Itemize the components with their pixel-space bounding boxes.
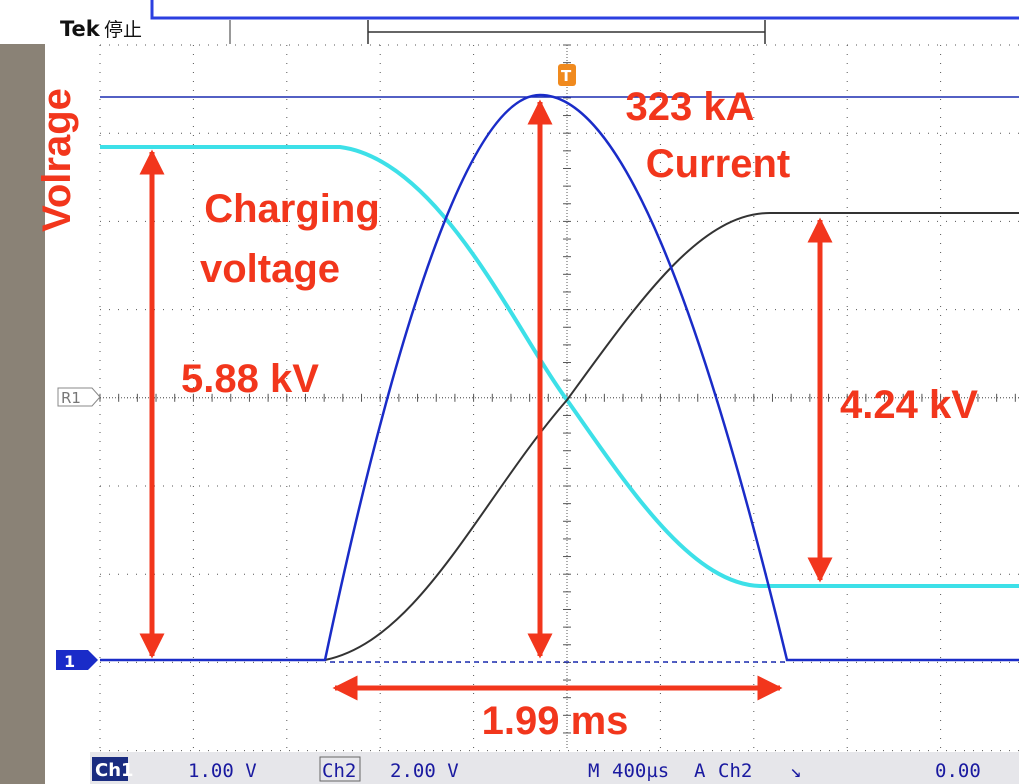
ch2-scale: 2.00 V (390, 760, 459, 782)
status: 停止 (104, 19, 142, 41)
axis-label: Volrage (35, 88, 79, 232)
ref-label: R1 (61, 389, 81, 407)
charging-value: 5.88 kV (181, 357, 319, 401)
residual-value: 4.24 kV (840, 383, 978, 427)
trigger-source: Ch2 (718, 760, 752, 782)
trigger-slope: ↘ (790, 760, 801, 782)
ch-label: 1 (64, 652, 75, 671)
ch1: Ch1 (95, 760, 134, 781)
brand: Tek (60, 17, 101, 41)
trigger-label: T (561, 67, 572, 85)
trigger-level: 0.00 (935, 760, 981, 782)
charging-label: voltage (200, 247, 340, 291)
ch1-scale: 1.00 V (188, 760, 257, 782)
duration: 1.99 ms (482, 699, 629, 743)
trigger-mode: A (694, 760, 706, 782)
current-label: Current (646, 142, 790, 186)
timebase-label: M (588, 760, 599, 782)
ch2: Ch2 (322, 760, 356, 782)
oscilloscope-screenshot: Tek 停止 R1 1 T Volrage Charging voltage 5… (0, 0, 1019, 784)
current-value: 323 kA (626, 85, 755, 129)
charging-label: Charging (204, 187, 380, 231)
caption-box (152, 0, 1019, 18)
timebase: 400µs (612, 760, 669, 782)
